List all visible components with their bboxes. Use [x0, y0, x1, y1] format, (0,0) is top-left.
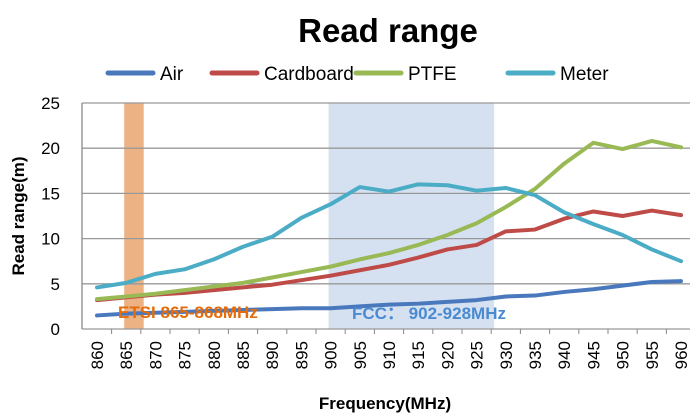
- x-tick-label: 895: [292, 341, 311, 369]
- x-tick-label: 905: [351, 341, 370, 369]
- x-tick-label: 960: [672, 341, 690, 369]
- x-tick-label: 955: [643, 341, 662, 369]
- y-tick-label: 15: [41, 184, 60, 203]
- x-tick-label: 925: [468, 341, 487, 369]
- band-0: [124, 103, 144, 329]
- x-tick-label: 950: [614, 341, 633, 369]
- y-tick-label: 0: [51, 320, 60, 339]
- legend-label: Air: [160, 64, 184, 85]
- legend-label: PTFE: [408, 64, 457, 85]
- series-line-meter: [95, 182, 683, 290]
- x-tick-label: 885: [234, 341, 253, 369]
- x-axis-label: Frequency(MHz): [319, 394, 451, 413]
- band-label-fcc: FCC： 902-928MHz: [352, 304, 506, 323]
- x-tick-label: 920: [438, 341, 457, 369]
- chart-title: Read range: [298, 12, 478, 49]
- x-tick-label: 935: [526, 341, 545, 369]
- y-tick-label: 20: [41, 139, 60, 158]
- series-line-cardboard: [95, 208, 683, 303]
- x-tick-label: 880: [205, 341, 224, 369]
- y-tick-label: 25: [41, 94, 60, 113]
- y-axis-label: Read range(m): [9, 156, 28, 275]
- x-tick-label: 915: [409, 341, 428, 369]
- band-label-etsi: ETSI 865-868MHz: [118, 303, 258, 322]
- x-tick-label: 900: [322, 341, 341, 369]
- x-tick-label: 865: [117, 341, 136, 369]
- x-tick-label: 890: [263, 341, 282, 369]
- series-line-air: [95, 279, 683, 318]
- legend-label: Cardboard: [264, 64, 354, 85]
- band-1: [328, 103, 495, 329]
- x-tick-label: 945: [584, 341, 603, 369]
- x-tick-label: 870: [146, 341, 165, 369]
- x-tick-label: 930: [497, 341, 516, 369]
- y-tick-label: 5: [51, 275, 60, 294]
- y-tick-label: 10: [41, 230, 60, 249]
- legend-label: Meter: [560, 64, 609, 85]
- x-tick-label: 940: [555, 341, 574, 369]
- x-tick-label: 875: [176, 341, 195, 369]
- x-tick-label: 910: [380, 341, 399, 369]
- series-line-ptfe: [95, 138, 683, 302]
- x-tick-label: 860: [88, 341, 107, 369]
